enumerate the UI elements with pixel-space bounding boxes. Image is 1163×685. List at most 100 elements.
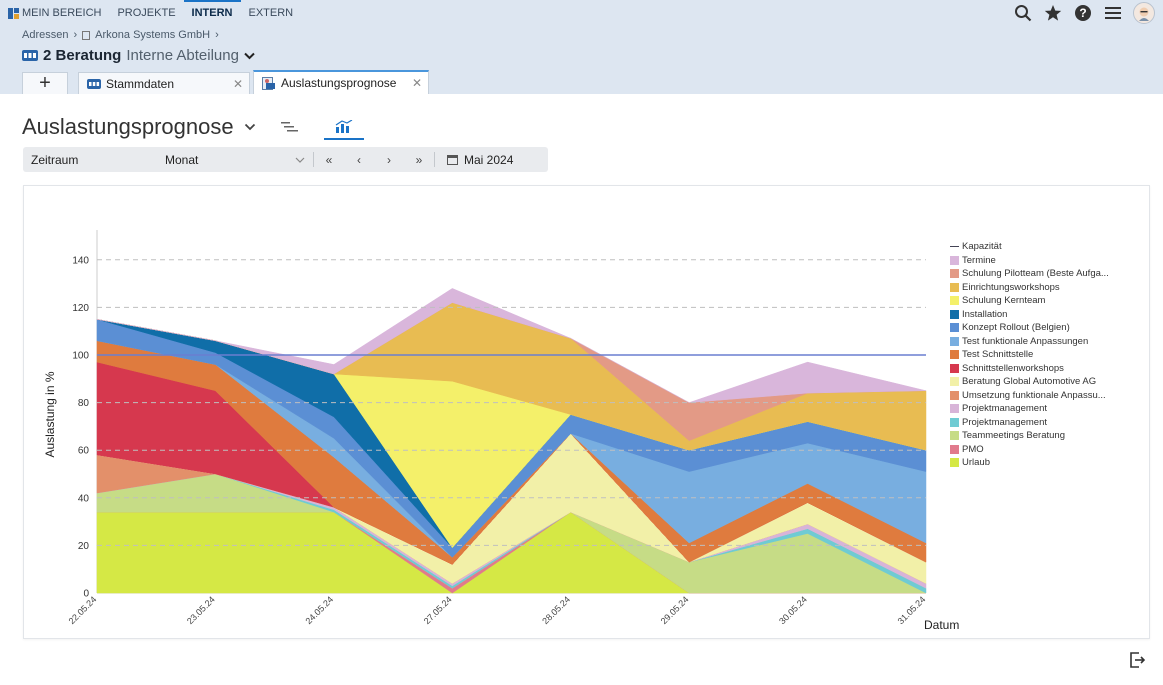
- last-period-button[interactable]: »: [404, 147, 434, 172]
- nav-projekte[interactable]: PROJEKTE: [117, 7, 176, 19]
- period-select[interactable]: Monat: [157, 147, 313, 172]
- exit-icon[interactable]: [1128, 651, 1146, 669]
- search-icon[interactable]: [1013, 3, 1033, 23]
- legend-label: Teammeetings Beratung: [962, 430, 1065, 442]
- legend-swatch: [950, 282, 959, 292]
- add-tab-button[interactable]: +: [22, 72, 68, 94]
- x-tick-label: 31.05.24: [896, 594, 928, 626]
- legend-item[interactable]: Installation: [950, 308, 1109, 322]
- double-chevron-right-icon: »: [415, 152, 423, 167]
- legend-item[interactable]: Schnittstellenworkshops: [950, 362, 1109, 376]
- double-chevron-left-icon: «: [325, 152, 333, 167]
- forecast-icon: [262, 76, 275, 90]
- legend-item[interactable]: Test Schnittstelle: [950, 348, 1109, 362]
- y-tick-label: 60: [78, 446, 90, 457]
- nav-label: MEIN BEREICH: [22, 6, 102, 19]
- legend-item[interactable]: Konzept Rollout (Belgien): [950, 321, 1109, 335]
- first-period-button[interactable]: «: [314, 147, 344, 172]
- y-tick-label: 120: [72, 303, 89, 314]
- legend-item[interactable]: Termine: [950, 254, 1109, 268]
- star-icon[interactable]: [1043, 3, 1063, 23]
- legend-label: Umsetzung funktionale Anpassu...: [962, 389, 1106, 401]
- help-icon[interactable]: ?: [1073, 3, 1093, 23]
- plus-icon: +: [39, 72, 51, 94]
- close-icon[interactable]: ✕: [232, 76, 243, 91]
- legend-swatch: [950, 363, 959, 373]
- legend-label: Schulung Pilotteam (Beste Aufga...: [962, 268, 1109, 280]
- bar-chart-icon: [335, 119, 352, 133]
- tab-auslastungsprognose[interactable]: Auslastungsprognose ✕: [253, 70, 429, 94]
- legend-label: Projektmanagement: [962, 416, 1048, 428]
- legend-swatch: [950, 431, 959, 441]
- chevron-down-icon: [244, 52, 255, 59]
- legend-item[interactable]: Projektmanagement: [950, 402, 1109, 416]
- legend-item[interactable]: Projektmanagement: [950, 416, 1109, 430]
- area-series: [96, 288, 927, 403]
- legend-item[interactable]: Beratung Global Automotive AG: [950, 375, 1109, 389]
- nav-intern[interactable]: INTERN: [183, 0, 241, 26]
- next-period-button[interactable]: ›: [374, 147, 404, 172]
- previous-period-button[interactable]: ‹: [344, 147, 374, 172]
- nav-mein-bereich[interactable]: MEIN BEREICH: [0, 0, 109, 26]
- legend-item[interactable]: Teammeetings Beratung: [950, 429, 1109, 443]
- legend-item[interactable]: Schulung Kernteam: [950, 294, 1109, 308]
- y-axis-title: Auslastung in %: [43, 371, 57, 457]
- legend-swatch: [950, 417, 959, 427]
- svg-text:?: ?: [1079, 6, 1086, 20]
- legend-swatch: [950, 296, 959, 306]
- x-tick-label: 28.05.24: [540, 594, 572, 626]
- date-value: Mai 2024: [464, 152, 514, 167]
- header-bar: MEIN BEREICH PROJEKTE INTERN EXTERN ? Ad…: [0, 0, 1163, 94]
- y-tick-label: 40: [78, 493, 90, 504]
- legend-swatch: [950, 309, 959, 319]
- chevron-right-icon: ›: [215, 29, 219, 41]
- tab-stammdaten[interactable]: Stammdaten ✕: [78, 72, 250, 94]
- tab-label: Stammdaten: [106, 76, 175, 91]
- x-tick-label: 23.05.24: [185, 594, 217, 626]
- legend-item[interactable]: Umsetzung funktionale Anpassu...: [950, 389, 1109, 403]
- legend-label: Urlaub: [962, 457, 990, 469]
- legend-label: Termine: [962, 254, 996, 266]
- department-icon: [22, 50, 38, 61]
- legend-item[interactable]: Schulung Pilotteam (Beste Aufga...: [950, 267, 1109, 281]
- breadcrumb-item[interactable]: Arkona Systems GmbH: [95, 29, 211, 41]
- legend-item[interactable]: Einrichtungsworkshops: [950, 281, 1109, 295]
- legend-swatch: [950, 444, 959, 454]
- y-tick-label: 20: [78, 541, 90, 552]
- page-title[interactable]: Auslastungsprognose: [22, 114, 234, 139]
- legend-swatch: [950, 255, 959, 265]
- legend-swatch: [950, 269, 959, 279]
- main-nav: MEIN BEREICH PROJEKTE INTERN EXTERN: [0, 0, 301, 26]
- user-avatar[interactable]: [1133, 2, 1155, 24]
- nav-extern[interactable]: EXTERN: [248, 7, 294, 19]
- legend-label: Installation: [962, 308, 1008, 320]
- gantt-icon: [280, 122, 298, 132]
- department-icon: [87, 78, 101, 89]
- period-value: Monat: [165, 152, 199, 167]
- legend-item[interactable]: Urlaub: [950, 456, 1109, 470]
- record-name: 2 Beratung: [43, 47, 122, 64]
- y-tick-label: 80: [78, 398, 90, 409]
- chart-panel: 0 20 40 60 80 100 120 140 22.05.24 23.05.24 24.05.…: [23, 185, 1150, 639]
- document-icon: [82, 30, 91, 40]
- legend-item[interactable]: Test funktionale Anpassungen: [950, 335, 1109, 349]
- chevron-right-icon: ›: [73, 29, 78, 41]
- period-label: Zeitraum: [31, 152, 79, 167]
- breadcrumb-item[interactable]: Adressen: [22, 29, 69, 41]
- legend-item[interactable]: PMO: [950, 443, 1109, 457]
- legend-item[interactable]: Kapazität: [950, 240, 1109, 254]
- gantt-view-button[interactable]: [270, 114, 310, 140]
- legend-label: Einrichtungsworkshops: [962, 281, 1060, 293]
- legend-label: PMO: [962, 443, 984, 455]
- chevron-right-icon: ›: [387, 152, 391, 167]
- close-icon[interactable]: ✕: [411, 76, 422, 90]
- tab-label: Auslastungsprognose: [281, 76, 397, 90]
- menu-icon[interactable]: [1103, 3, 1123, 23]
- date-picker[interactable]: Mai 2024: [435, 153, 513, 167]
- legend-label: Konzept Rollout (Belgien): [962, 322, 1070, 334]
- chart-view-button[interactable]: [323, 114, 364, 140]
- record-title[interactable]: 2 Beratung Interne Abteilung: [22, 47, 255, 64]
- legend-swatch: [950, 246, 959, 248]
- legend-swatch: [950, 323, 959, 333]
- chevron-down-icon[interactable]: [244, 123, 256, 131]
